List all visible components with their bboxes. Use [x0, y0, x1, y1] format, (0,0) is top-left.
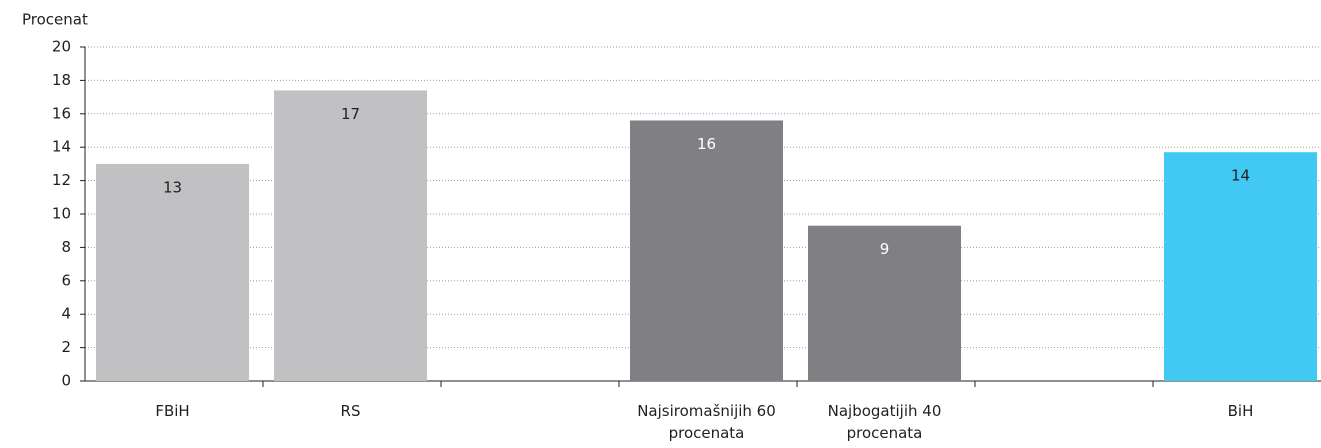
value-label: 13 — [163, 178, 182, 196]
x-tick-label: Najsiromašnijih 60 procenata — [637, 402, 776, 442]
y-tick-label: 4 — [61, 305, 71, 323]
x-tick-label: Najbogatijih 40 procenata — [827, 402, 942, 442]
y-tick-label: 16 — [52, 104, 71, 122]
y-tick-label: 18 — [52, 71, 71, 89]
y-tick-label: 0 — [61, 372, 71, 390]
y-tick-label: 2 — [61, 338, 71, 356]
bar — [274, 90, 427, 382]
value-label: 16 — [697, 135, 716, 153]
bar — [1164, 152, 1317, 381]
x-tick-label: FBiH — [155, 402, 190, 420]
y-tick-label: 8 — [61, 238, 71, 256]
x-tick-label: RS — [340, 402, 361, 420]
y-tick-label: 20 — [52, 38, 71, 56]
value-label: 9 — [880, 240, 890, 258]
y-tick-label: 14 — [52, 138, 71, 156]
y-tick-label: 6 — [61, 271, 71, 289]
bar — [96, 163, 249, 381]
x-tick-label: BiH — [1227, 402, 1254, 420]
bar — [808, 225, 961, 381]
y-tick-label: 12 — [52, 171, 71, 189]
value-label: 17 — [341, 105, 360, 123]
y-axis-label: Procenat — [22, 11, 88, 29]
value-label: 14 — [1231, 167, 1250, 185]
y-tick-label: 10 — [52, 205, 71, 223]
bar — [630, 120, 783, 381]
